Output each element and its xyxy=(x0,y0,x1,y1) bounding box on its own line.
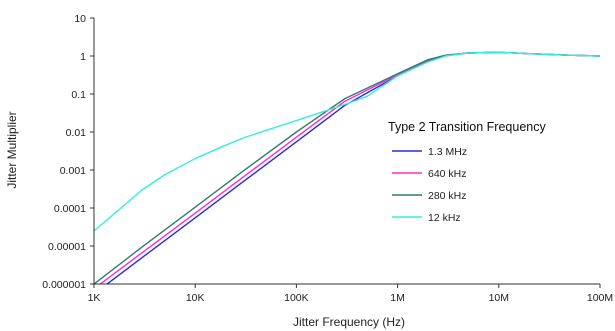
y-tick-label: 0.00001 xyxy=(48,241,86,253)
series-line-2 xyxy=(99,51,600,284)
y-tick-label: 0.1 xyxy=(71,89,86,101)
y-tick-label: 0.001 xyxy=(60,165,86,177)
y-tick-label: 10 xyxy=(74,13,86,25)
x-tick-label: 100M xyxy=(587,292,613,304)
legend-label: 12 kHz xyxy=(428,212,461,224)
legend-label: 1.3 MHz xyxy=(428,146,467,158)
series-lines xyxy=(94,51,600,284)
y-axis-label: Jitter Multiplier xyxy=(5,111,19,188)
legend-title: Type 2 Transition Frequency xyxy=(388,120,546,134)
x-tick-label: 1K xyxy=(88,292,101,304)
x-axis-label: Jitter Frequency (Hz) xyxy=(293,315,405,329)
series-line-1 xyxy=(105,51,600,284)
x-tick-label: 10K xyxy=(186,292,205,304)
axes xyxy=(93,18,600,285)
y-tick-label: 0.01 xyxy=(66,127,87,139)
y-tick-label: 0.000001 xyxy=(42,279,86,291)
legend: Type 2 Transition Frequency 1.3 MHz 640 k… xyxy=(388,120,546,224)
legend-label: 640 kHz xyxy=(428,168,467,180)
series-line-4 xyxy=(94,51,600,232)
series-line-3 xyxy=(94,51,600,284)
x-tick-label: 10M xyxy=(489,292,509,304)
y-tick-label: 0.0001 xyxy=(54,203,86,215)
x-tick-label: 100K xyxy=(284,292,309,304)
legend-label: 280 kHz xyxy=(428,190,467,202)
y-tick-label: 1 xyxy=(80,51,86,63)
tick-labels: 1K 10K 100K 1M 10M 100M 10 1 0.1 0.01 0.001 0.0001 0… xyxy=(42,13,613,304)
x-tick-label: 1M xyxy=(390,292,405,304)
